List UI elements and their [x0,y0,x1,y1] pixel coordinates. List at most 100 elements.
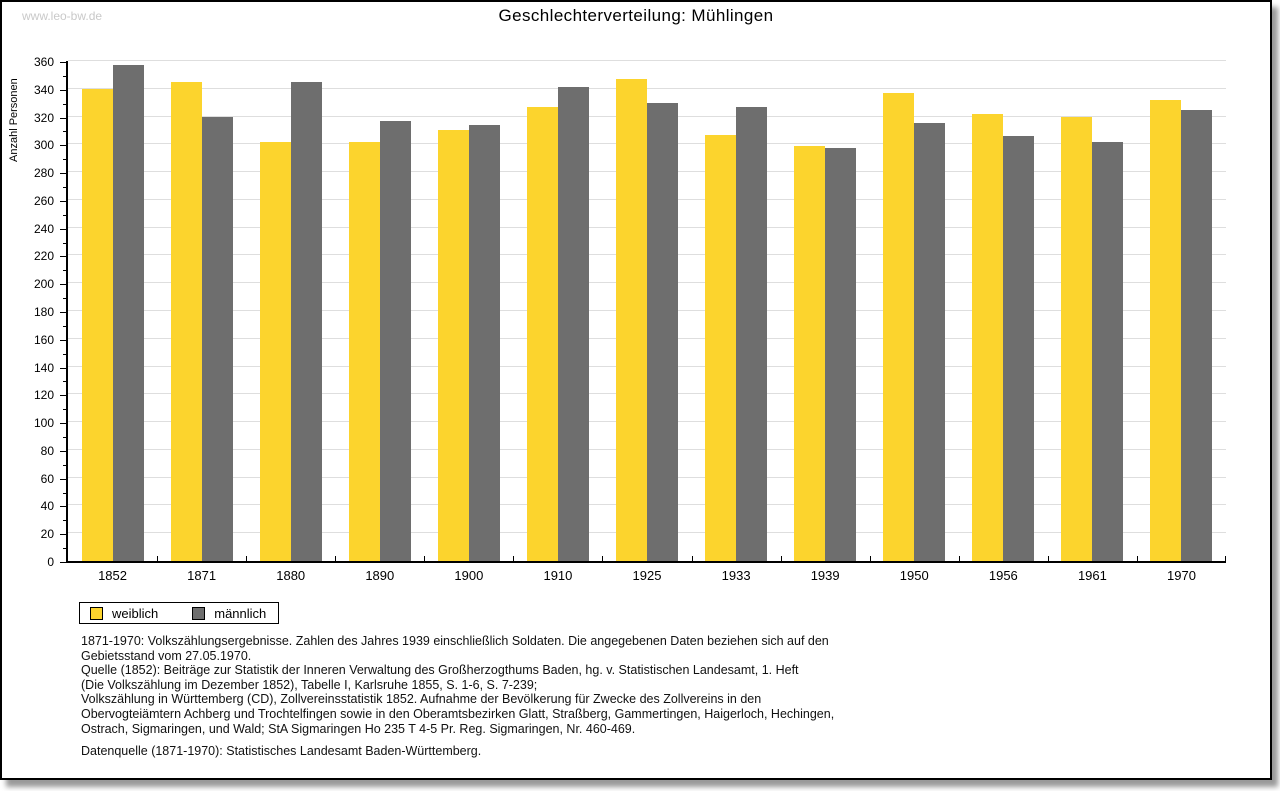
bar-männlich-1852 [112,65,144,561]
y-tick-label-360: 360 [33,55,54,69]
y-major-tick-140 [60,368,66,369]
footnote-line: (Die Volkszählung im Dezember 1852), Tab… [81,677,538,692]
bar-männlich-1950 [914,123,946,561]
y-minor-tick-150 [63,354,66,355]
bar-group-1956 [959,114,1048,561]
y-tick-label-200: 200 [33,277,54,291]
y-tick-label-160: 160 [33,333,54,347]
bar-männlich-1900 [468,125,500,561]
bar-männlich-1871 [201,117,233,561]
y-major-tick-360 [60,62,66,63]
y-axis: 0 20 40 60 80 100 120 140 160 180 200 220 240 260 280 3… [2,56,66,568]
legend-item-weiblich: weiblich [90,606,158,621]
y-minor-tick-250 [63,215,66,216]
bar-weiblich-1970 [1150,100,1182,561]
bar-group-1871 [157,82,246,561]
y-major-tick-160 [60,340,66,341]
x-boundary-tick-9 [870,556,871,561]
bar-weiblich-1933 [705,135,737,561]
bar-group-1950 [870,93,959,561]
bar-group-1970 [1137,100,1226,561]
legend-swatch-maennlich [192,606,206,620]
bar-weiblich-1956 [972,114,1004,561]
x-boundary-tick-13 [1225,556,1226,561]
y-major-tick-80 [60,451,66,452]
y-minor-tick-50 [63,493,66,494]
y-major-tick-300 [60,145,66,146]
y-tick-label-100: 100 [33,416,54,430]
x-boundary-tick-3 [335,556,336,561]
footnote-line: Gebietsstand vom 27.05.1970. [81,648,252,663]
footnote-line: Volkszählung in Württemberg (CD), Zollve… [81,692,762,707]
y-tick-label-300: 300 [33,138,54,152]
bar-männlich-1956 [1003,136,1035,561]
bar-weiblich-1900 [437,130,469,561]
bar-weiblich-1910 [526,107,558,561]
x-tick-label-1939: 1939 [810,568,840,583]
footnote-line: 1871-1970: Volkszählungsergebnisse. Zahl… [81,634,829,648]
bar-weiblich-1880 [259,142,291,561]
legend-label-weiblich: weiblich [112,605,159,621]
x-tick-label-1933: 1933 [721,568,751,583]
x-boundary-tick-12 [1137,556,1138,561]
bar-weiblich-1852 [81,89,113,561]
legend-swatch-weiblich [90,606,103,620]
y-tick-label-340: 340 [33,83,54,97]
x-boundary-tick-6 [602,556,603,561]
y-major-tick-200 [60,284,66,285]
bar-group-1925 [602,79,691,561]
bar-männlich-1970 [1181,110,1213,561]
y-major-tick-320 [60,118,66,119]
x-tick-label-1956: 1956 [988,568,1018,583]
x-boundary-tick-2 [246,556,247,561]
x-tick-label-1852: 1852 [98,568,127,583]
x-tick-label-1871: 1871 [187,568,217,583]
datasource-line: Datenquelle (1871-1970): Statistisches L… [81,744,482,759]
watermark: www.leo-bw.de [22,9,103,23]
y-major-tick-280 [60,173,66,174]
x-axis-labels: 1852 1871 1880 1890 1900 1910 1925 1933 1939 1950… [68,568,1226,583]
bar-weiblich-1939 [794,146,826,561]
x-tick-label-1970: 1970 [1167,568,1196,583]
x-boundary-tick-4 [424,556,425,561]
y-major-tick-60 [60,479,66,480]
y-major-tick-100 [60,423,66,424]
bar-group-1939 [781,146,870,561]
x-tick-label-1900: 1900 [454,568,484,583]
x-tick-label-1925: 1925 [632,568,662,583]
y-minor-tick-170 [63,326,66,327]
y-minor-tick-70 [63,465,66,466]
bar-group-1900 [424,125,513,561]
x-tick-label-1880: 1880 [276,568,306,583]
y-minor-tick-350 [63,76,66,77]
y-minor-tick-90 [63,437,66,438]
x-boundary-tick-7 [692,556,693,561]
y-major-tick-120 [60,395,66,396]
y-minor-tick-30 [63,520,66,521]
chart-title: Geschlechterverteilung: Mühlingen [498,6,774,25]
x-tick-label-1961: 1961 [1077,568,1107,583]
footnote-line: Ostrach, Sigmaringen, und Wald; StA Sigm… [81,721,636,736]
x-tick-label-1910: 1910 [543,568,573,583]
bar-weiblich-1890 [348,142,380,561]
y-minor-tick-190 [63,298,66,299]
y-tick-label-80: 80 [40,444,54,458]
y-tick-label-240: 240 [33,222,54,236]
y-tick-label-0: 0 [47,555,54,569]
x-boundary-tick-5 [513,556,514,561]
bar-group-1880 [246,82,335,561]
bar-weiblich-1961 [1061,117,1093,561]
bar-männlich-1933 [736,107,768,561]
bar-group-1852 [68,65,157,561]
chart-page: www.leo-bw.de Geschlechterverteilung: Mü… [0,0,1272,780]
y-minor-tick-230 [63,243,66,244]
x-boundary-tick-11 [1048,556,1049,561]
y-major-tick-40 [60,506,66,507]
bar-weiblich-1871 [170,82,202,561]
y-minor-tick-290 [63,159,66,160]
y-minor-tick-210 [63,270,66,271]
gridline-360 [68,60,1226,61]
y-tick-label-120: 120 [33,388,54,402]
footnote-line: Quelle (1852): Beiträge zur Statistik de… [81,663,799,678]
footnotes: 1871-1970: Volkszählungsergebnisse. Zahl… [81,634,1081,759]
